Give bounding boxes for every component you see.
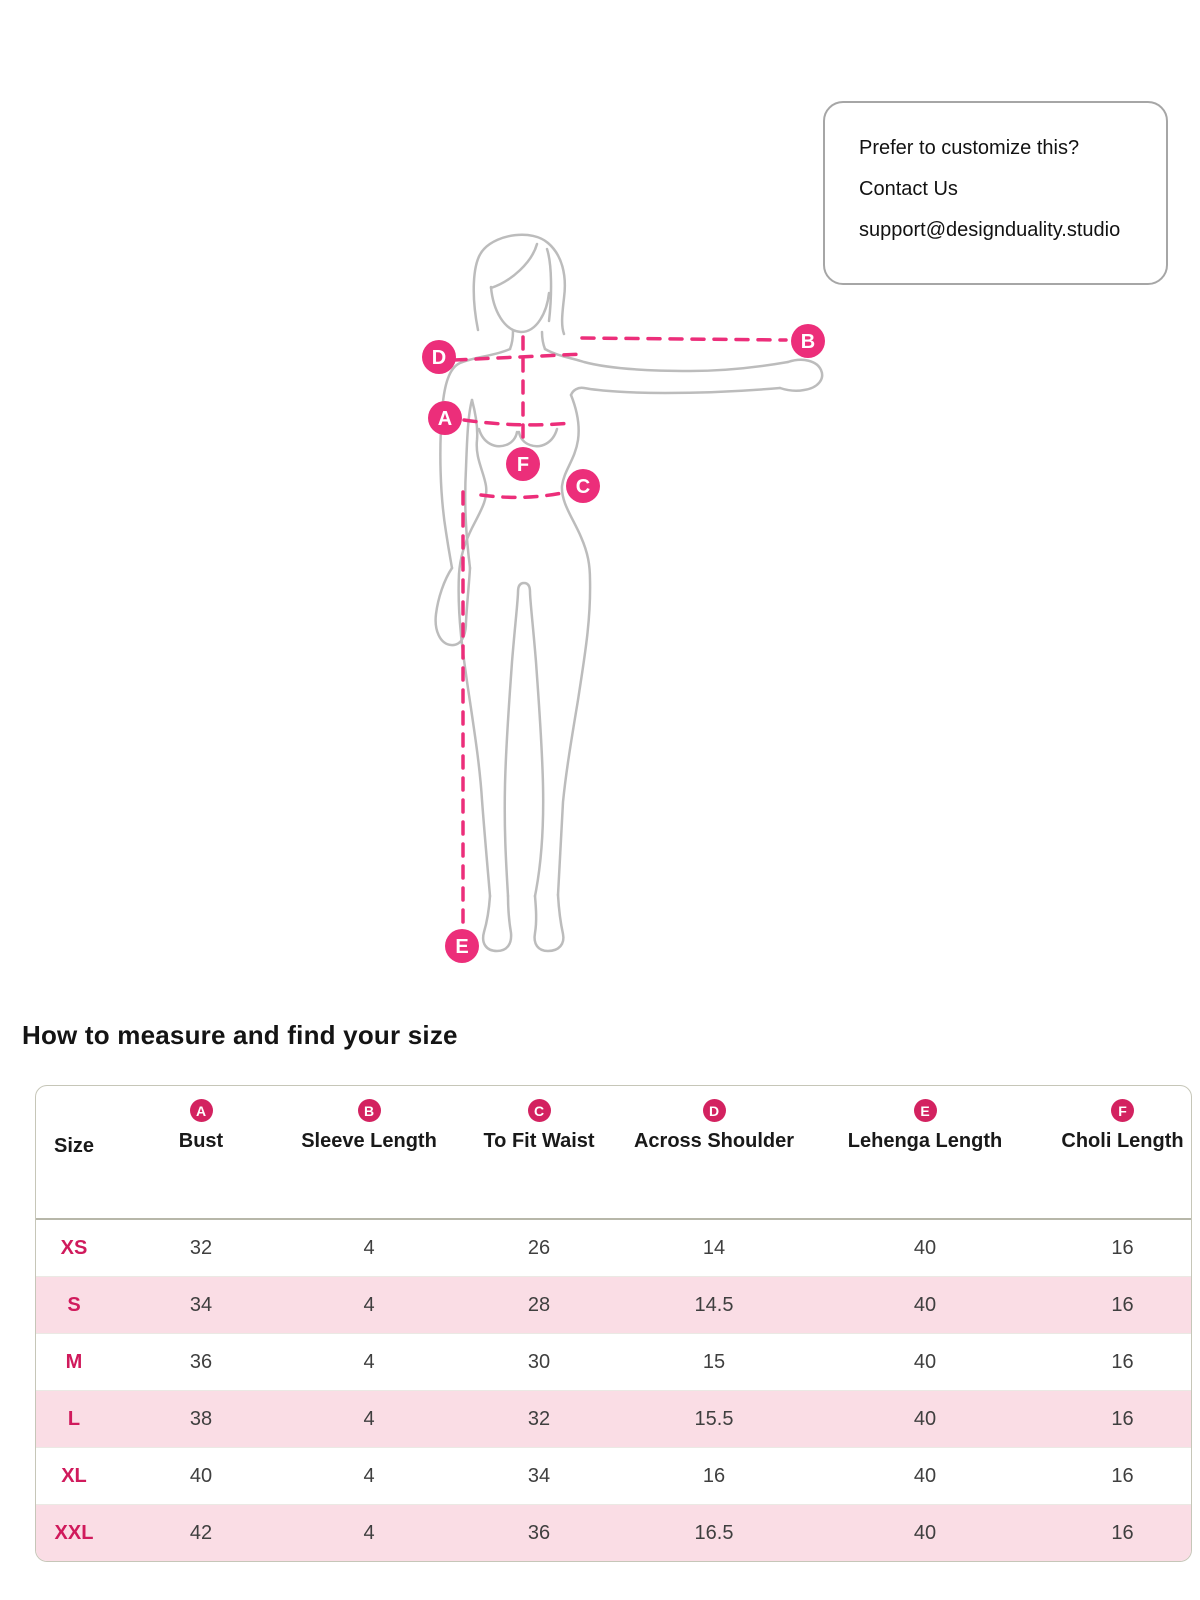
lehenga-cell: 40: [798, 1276, 1052, 1334]
marker-e-badge: E: [913, 1099, 937, 1122]
waist-cell: 28: [448, 1276, 630, 1334]
marker-c-letter: C: [576, 476, 590, 498]
sleeve-cell: 4: [290, 1276, 448, 1334]
lehenga-cell: 40: [798, 1504, 1052, 1561]
shoulder-cell: 16: [630, 1447, 798, 1505]
shoulder-cell: 14: [630, 1218, 798, 1277]
lehenga-cell: 40: [798, 1447, 1052, 1505]
choli-cell: 16: [1052, 1276, 1191, 1334]
sleeve-cell: 4: [290, 1504, 448, 1561]
waist-cell: 34: [448, 1447, 630, 1505]
table-row-l: L 38 4 32 15.5 40 16: [36, 1390, 1191, 1448]
choli-cell: 16: [1052, 1333, 1191, 1391]
measurement-figure: A B C D E F: [422, 233, 825, 963]
marker-a-letter: A: [438, 408, 452, 430]
sleeve-cell: 4: [290, 1333, 448, 1391]
bust-cell: 42: [112, 1504, 290, 1561]
marker-a-badge: A: [189, 1099, 213, 1122]
shoulder-cell: 16.5: [630, 1504, 798, 1561]
marker-b-letter: B: [801, 331, 815, 353]
col-header-choli-length: F Choli Length: [1052, 1086, 1191, 1220]
waist-cell: 26: [448, 1218, 630, 1277]
marker-e-circle: [445, 929, 479, 963]
col-header-size: Size: [36, 1086, 112, 1220]
size-chart-table: Size A Bust B Sleeve Length C To Fit Wai…: [36, 1086, 1191, 1561]
shoulder-cell: 15.5: [630, 1390, 798, 1448]
size-cell: XS: [36, 1218, 112, 1277]
size-chart-card: Size A Bust B Sleeve Length C To Fit Wai…: [35, 1085, 1192, 1562]
shoulder-cell: 14.5: [630, 1276, 798, 1334]
sleeve-cell: 4: [290, 1447, 448, 1505]
section-title: How to measure and find your size: [22, 1020, 458, 1050]
callout-support-email: support@designduality.studio: [859, 219, 1121, 241]
bust-line: [462, 418, 573, 427]
choli-cell: 16: [1052, 1447, 1191, 1505]
marker-f-circle: [506, 447, 540, 481]
marker-e-letter: E: [455, 936, 468, 958]
table-row-xxl: XXL 42 4 36 16.5 40 16: [36, 1504, 1191, 1561]
measurement-lines: [452, 335, 788, 929]
marker-c-circle: [566, 469, 600, 503]
choli-cell: 16: [1052, 1504, 1191, 1561]
waist-line: [479, 490, 569, 500]
size-cell: XL: [36, 1447, 112, 1505]
marker-b-circle: [791, 324, 825, 358]
callout-line-2: Contact Us: [859, 178, 958, 200]
size-cell: M: [36, 1333, 112, 1391]
choli-cell: 16: [1052, 1390, 1191, 1448]
col-header-to-fit-waist: C To Fit Waist: [448, 1086, 630, 1220]
sleeve-cell: 4: [290, 1218, 448, 1277]
marker-d-letter: D: [432, 347, 446, 369]
callout-line-1: Prefer to customize this?: [859, 137, 1080, 159]
bust-cell: 40: [112, 1447, 290, 1505]
size-cell: S: [36, 1276, 112, 1334]
customize-callout: Prefer to customize this? Contact Us sup…: [823, 101, 1168, 285]
across-shoulder-line: [452, 352, 586, 362]
lehenga-cell: 40: [798, 1218, 1052, 1277]
bust-cell: 32: [112, 1218, 290, 1277]
size-cell: XXL: [36, 1504, 112, 1561]
table-row-m: M 36 4 30 15 40 16: [36, 1333, 1191, 1391]
table-row-s: S 34 4 28 14.5 40 16: [36, 1276, 1191, 1334]
marker-b-badge: B: [357, 1099, 381, 1122]
marker-b: B: [791, 324, 825, 358]
body-outline: [434, 233, 824, 953]
marker-d: D: [422, 340, 456, 374]
sleeve-cell: 4: [290, 1390, 448, 1448]
waist-cell: 36: [448, 1504, 630, 1561]
bust-cell: 38: [112, 1390, 290, 1448]
lehenga-cell: 40: [798, 1390, 1052, 1448]
marker-f: F: [506, 447, 540, 481]
shoulder-cell: 15: [630, 1333, 798, 1391]
marker-d-badge: D: [702, 1099, 726, 1122]
marker-f-letter: F: [517, 454, 529, 476]
table-row-xl: XL 40 4 34 16 40 16: [36, 1447, 1191, 1505]
bust-cell: 34: [112, 1276, 290, 1334]
marker-d-circle: [422, 340, 456, 374]
choli-cell: 16: [1052, 1218, 1191, 1277]
col-header-lehenga-length: E Lehenga Length: [798, 1086, 1052, 1220]
bust-cell: 36: [112, 1333, 290, 1391]
col-header-sleeve-length: B Sleeve Length: [290, 1086, 448, 1220]
sleeve-length-line: [580, 336, 788, 342]
marker-a-circle: [428, 401, 462, 435]
table-row-xs: XS 32 4 26 14 40 16: [36, 1218, 1191, 1277]
marker-c: C: [566, 469, 600, 503]
col-header-bust: A Bust: [112, 1086, 290, 1220]
col-header-across-shoulder: D Across Shoulder: [630, 1086, 798, 1220]
marker-f-badge: F: [1111, 1099, 1134, 1122]
waist-cell: 30: [448, 1333, 630, 1391]
size-cell: L: [36, 1390, 112, 1448]
marker-c-badge: C: [527, 1099, 551, 1122]
marker-a: A: [428, 401, 462, 435]
marker-e: E: [445, 929, 479, 963]
table-header-row: Size A Bust B Sleeve Length C To Fit Wai…: [36, 1086, 1191, 1220]
waist-cell: 32: [448, 1390, 630, 1448]
lehenga-cell: 40: [798, 1333, 1052, 1391]
